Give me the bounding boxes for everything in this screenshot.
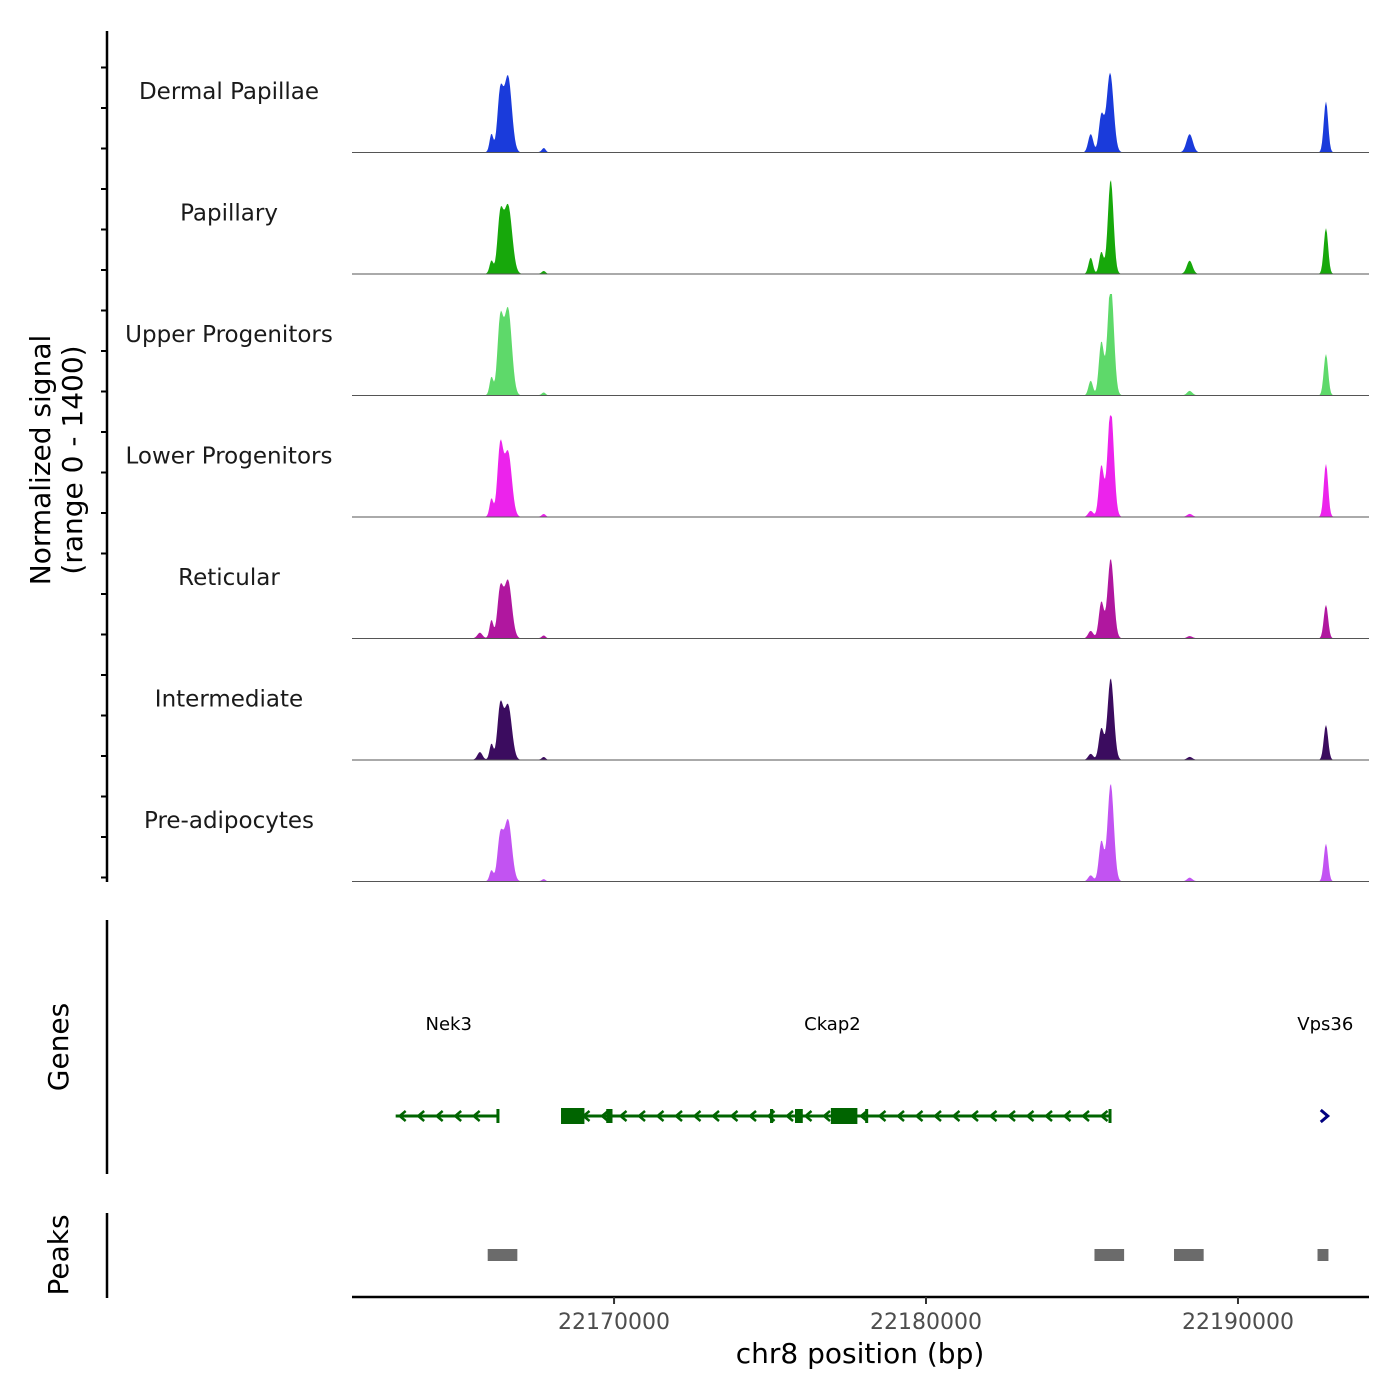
- peak-region: [487, 1249, 518, 1261]
- strand-arrow: [822, 1110, 831, 1122]
- strand-arrow: [1099, 1110, 1109, 1122]
- gene-ckap2[interactable]: Ckap2: [561, 1014, 1112, 1124]
- track-dermal-papillae: Dermal Papillae: [139, 72, 1369, 153]
- strand-arrow: [1044, 1110, 1053, 1122]
- strand-arrow: [859, 1110, 868, 1122]
- exon-block: [1108, 1109, 1112, 1123]
- genes-panel-label: Genes: [42, 1003, 75, 1091]
- strand-arrow: [692, 1110, 702, 1122]
- gene-vps36[interactable]: Vps36: [1297, 1014, 1353, 1124]
- gene-label: Nek3: [425, 1014, 471, 1035]
- x-axis: 22170000 22180000 22190000 chr8 position (…: [352, 1295, 1369, 1370]
- track-label: Intermediate: [155, 687, 303, 713]
- x-tick-label: 22180000: [870, 1310, 982, 1335]
- track-label: Upper Progenitors: [125, 322, 333, 348]
- strand-arrow: [453, 1110, 462, 1122]
- exon-block: [770, 1109, 774, 1123]
- gene-label: Ckap2: [804, 1014, 861, 1035]
- strand-arrow: [434, 1110, 444, 1122]
- strand-arrow: [729, 1110, 739, 1122]
- strand-arrow: [803, 1110, 813, 1122]
- track-label: Pre-adipocytes: [144, 808, 314, 834]
- exon-block: [561, 1108, 585, 1124]
- genes-panel: Genes Nek3 Ckap2 Vps36: [42, 920, 1353, 1174]
- exon-block: [496, 1109, 500, 1123]
- strand-arrow: [674, 1110, 683, 1122]
- track-reticular: Reticular: [178, 558, 1369, 639]
- strand-arrow: [1025, 1110, 1035, 1122]
- strand-arrow: [785, 1110, 794, 1122]
- gene-label: Vps36: [1297, 1014, 1353, 1035]
- track-intermediate: Intermediate: [155, 678, 1369, 761]
- exon-block: [865, 1109, 869, 1123]
- gene-models: Nek3 Ckap2 Vps36: [395, 1014, 1353, 1124]
- track-papillary: Papillary: [180, 180, 1369, 275]
- exon-block: [794, 1109, 803, 1123]
- coverage-tracks: Dermal Papillae Papillary Upper Progenitor…: [125, 72, 1369, 882]
- x-tick-label: 22190000: [1182, 1310, 1294, 1335]
- strand-arrow: [397, 1110, 407, 1122]
- peak-region: [1094, 1249, 1125, 1261]
- track-upper-progenitors: Upper Progenitors: [125, 294, 1369, 396]
- coverage-area: [352, 558, 1369, 639]
- x-tick-label: 22170000: [558, 1310, 670, 1335]
- strand-arrow: [1062, 1110, 1072, 1122]
- peak-region: [1174, 1249, 1204, 1261]
- strand-arrow: [988, 1110, 998, 1122]
- track-label: Reticular: [178, 565, 280, 591]
- signal-panel: Normalized signal (range 0 - 1400) Derma…: [24, 31, 1369, 882]
- peak-region: [1317, 1249, 1329, 1261]
- coverage-area: [352, 415, 1369, 517]
- exon-block: [606, 1109, 613, 1123]
- signal-y-axis-title-line2: (range 0 - 1400): [56, 345, 89, 574]
- strand-arrow: [618, 1110, 628, 1122]
- strand-arrow: [933, 1110, 942, 1122]
- strand-arrow: [970, 1110, 979, 1122]
- x-ticks: 22170000 22180000 22190000: [558, 1297, 1294, 1335]
- strand-arrow: [1081, 1110, 1090, 1122]
- strand-arrow: [877, 1110, 887, 1122]
- track-label: Papillary: [180, 201, 278, 227]
- strand-arrow: [711, 1110, 720, 1122]
- strand-arrow: [914, 1110, 924, 1122]
- peak-regions: [487, 1249, 1329, 1261]
- coverage-area: [352, 72, 1369, 153]
- track-label: Lower Progenitors: [126, 444, 333, 470]
- strand-arrow: [600, 1110, 609, 1122]
- track-label: Dermal Papillae: [139, 79, 319, 105]
- strand-arrow: [655, 1110, 665, 1122]
- coverage-area: [352, 180, 1369, 274]
- x-axis-title: chr8 position (bp): [736, 1337, 985, 1370]
- strand-arrow: [1007, 1110, 1016, 1122]
- coverage-area: [352, 678, 1369, 760]
- signal-y-ticks: [101, 66, 107, 879]
- strand-arrow: [637, 1110, 646, 1122]
- peaks-panel-label: Peaks: [42, 1214, 75, 1295]
- strand-arrow: [471, 1110, 481, 1122]
- strand-arrow: [896, 1110, 905, 1122]
- coverage-area: [352, 294, 1369, 396]
- strand-arrow: [1319, 1108, 1331, 1124]
- coverage-area: [352, 783, 1369, 882]
- track-pre-adipocytes: Pre-adipocytes: [144, 783, 1369, 882]
- strand-arrow: [951, 1110, 961, 1122]
- gene-nek3[interactable]: Nek3: [395, 1014, 500, 1123]
- peaks-panel: Peaks: [42, 1213, 1329, 1298]
- strand-arrow: [748, 1110, 757, 1122]
- exon-block: [830, 1108, 858, 1124]
- signal-y-axis-title-line1: Normalized signal: [24, 335, 57, 586]
- track-lower-progenitors: Lower Progenitors: [126, 415, 1369, 518]
- strand-arrow: [416, 1110, 425, 1122]
